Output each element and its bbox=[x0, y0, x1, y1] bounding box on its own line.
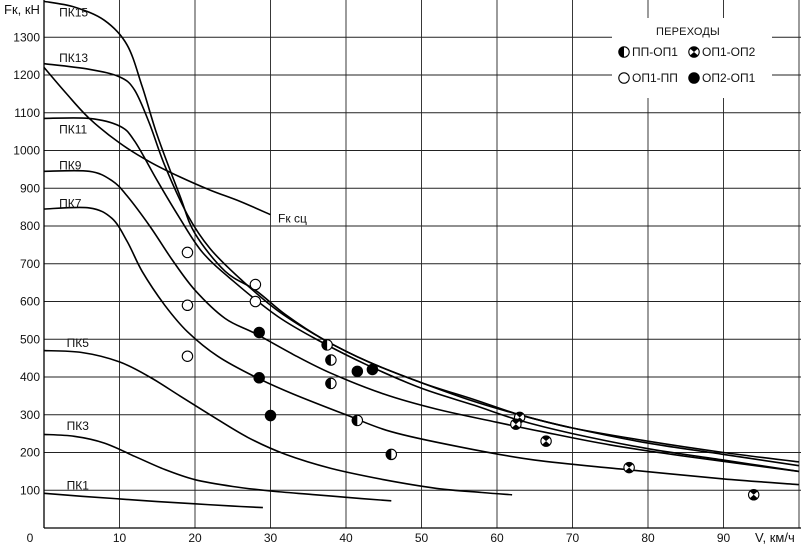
y-tick-label: 1200 bbox=[13, 68, 40, 82]
curve-label: ПК15 bbox=[59, 6, 88, 20]
legend-label-op1_pp: ОП1-ПП bbox=[632, 71, 678, 85]
curve-label: ПК5 bbox=[67, 336, 90, 350]
transition-marker-op2_op1 bbox=[253, 372, 265, 384]
y-tick-label: 700 bbox=[20, 257, 40, 271]
series-line-3 bbox=[43, 169, 800, 473]
curve-label: ПК7 bbox=[59, 196, 82, 210]
x-tick-label: 30 bbox=[264, 531, 278, 545]
transition-marker-pp_op1 bbox=[385, 448, 398, 461]
y-tick-label: 200 bbox=[20, 446, 40, 460]
y-tick-label: 900 bbox=[20, 181, 40, 195]
series-line-6 bbox=[43, 433, 392, 502]
legend-items: ПП-ОП1 ОП1-ОП2 ОП1-ПП ОП2-ОП1 bbox=[618, 45, 756, 85]
y-tick-label: 800 bbox=[20, 219, 40, 233]
y-tick-label: 300 bbox=[20, 408, 40, 422]
transition-marker-pp_op1 bbox=[321, 339, 333, 351]
y-tick-label: 1100 bbox=[14, 106, 40, 120]
legend-marker-op1_pp bbox=[618, 72, 630, 84]
legend-background bbox=[612, 18, 772, 98]
y-tick-label: 1300 bbox=[13, 30, 40, 44]
x-tick-label: 50 bbox=[415, 531, 429, 545]
transition-marker-op1_op2 bbox=[540, 435, 552, 447]
legend-title: ПЕРЕХОДЫ bbox=[656, 26, 720, 38]
y-tick-labels: 100 200 300 400 500 600 700 800 900 1000 1100 1200 1… bbox=[13, 30, 40, 497]
curve-label: ПК3 bbox=[67, 419, 90, 433]
x-tick-labels: 0 10 20 30 40 50 60 70 80 90 bbox=[27, 531, 731, 545]
x-tick-label: 90 bbox=[717, 531, 731, 545]
curve-label: ПК9 bbox=[59, 159, 82, 173]
y-tick-label: 1000 bbox=[13, 144, 40, 158]
transition-marker-pp_op1 bbox=[325, 354, 337, 366]
transition-marker-op2_op1 bbox=[366, 363, 379, 376]
y-tick-label: 100 bbox=[20, 483, 40, 497]
y-tick-label: 400 bbox=[20, 370, 40, 384]
transition-marker-op1_pp bbox=[249, 278, 262, 291]
series-line-5 bbox=[43, 349, 513, 496]
legend-marker-pp_op1 bbox=[618, 46, 630, 58]
series-line-4 bbox=[43, 206, 800, 486]
transition-marker-op1_pp bbox=[181, 299, 194, 312]
legend: ПЕРЕХОДЫ ПП-ОП1 ОП1-ОП2 ОП1-ПП ОП2-ОП1 bbox=[612, 18, 772, 98]
x-tick-label: 10 bbox=[113, 531, 127, 545]
legend-label-op2_op1: ОП2-ОП1 bbox=[702, 71, 756, 85]
x-tick-label: 70 bbox=[566, 531, 580, 545]
transition-marker-op1_op2 bbox=[623, 461, 635, 474]
y-tick-label: 500 bbox=[20, 332, 40, 346]
x-axis-title: V, км/ч bbox=[755, 530, 795, 545]
x-tick-label: 40 bbox=[339, 531, 353, 545]
curve-label: ПК11 bbox=[59, 123, 87, 137]
series-line-1 bbox=[43, 62, 800, 467]
curve-labels: ПК15 ПК13 ПК11 ПК9 ПК7 ПК5 ПК3 ПК1 Fк сц bbox=[59, 6, 307, 493]
legend-marker-op1_op2 bbox=[688, 46, 700, 58]
transition-marker-op1_op2 bbox=[510, 418, 522, 430]
y-axis-title: Fк, кН bbox=[4, 2, 40, 17]
legend-label-pp_op1: ПП-ОП1 bbox=[632, 45, 678, 59]
transition-marker-op1_pp bbox=[181, 350, 194, 362]
transition-marker-pp_op1 bbox=[351, 414, 364, 427]
transition-marker-op1_pp bbox=[249, 295, 262, 308]
series-line-8 bbox=[43, 66, 271, 216]
legend-marker-op2_op1 bbox=[688, 72, 700, 84]
series-line-2 bbox=[43, 117, 800, 473]
transition-marker-op2_op1 bbox=[351, 365, 364, 378]
transition-marker-op2_op1 bbox=[253, 326, 265, 339]
x-tick-label: 80 bbox=[641, 531, 655, 545]
x-tick-label: 20 bbox=[188, 531, 202, 545]
transition-markers bbox=[181, 246, 760, 501]
curve-label: ПК13 bbox=[59, 51, 88, 65]
curve-label: ПК1 bbox=[67, 479, 90, 493]
axes bbox=[43, 0, 801, 529]
x-tick-label: 0 bbox=[27, 531, 34, 545]
curve-label: Fк сц bbox=[278, 211, 307, 225]
x-tick-label: 60 bbox=[490, 531, 504, 545]
series-lines bbox=[43, 0, 800, 509]
series-line-7 bbox=[43, 492, 263, 509]
transition-marker-op1_pp bbox=[181, 246, 194, 259]
legend-label-op1_op2: ОП1-ОП2 bbox=[702, 45, 756, 59]
transition-marker-op2_op1 bbox=[264, 409, 277, 422]
transition-marker-op1_op2 bbox=[747, 489, 760, 501]
transition-marker-pp_op1 bbox=[325, 377, 337, 390]
y-tick-label: 600 bbox=[20, 295, 40, 309]
